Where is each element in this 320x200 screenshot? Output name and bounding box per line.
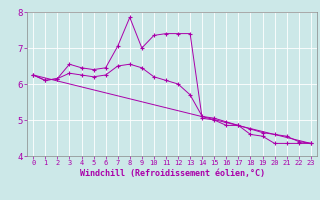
X-axis label: Windchill (Refroidissement éolien,°C): Windchill (Refroidissement éolien,°C) (79, 169, 265, 178)
